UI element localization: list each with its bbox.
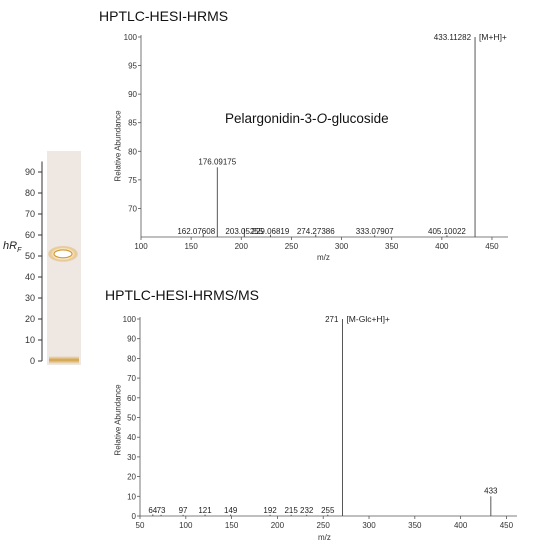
chart1-title: HPTLC-HESI-HRMS [99,8,229,24]
y-tick-label: 50 [127,414,136,423]
y-tick-label: 70 [127,374,136,383]
chart2-title: HPTLC-HESI-HRMS/MS [105,287,260,303]
y-tick-label: 85 [128,119,137,128]
x-tick-label: 400 [454,521,468,530]
peak-label: 333.07907 [356,227,394,236]
x-tick-label: 200 [271,521,285,530]
plate-tick-label: 80 [25,188,35,198]
peak-label: 405.10022 [428,227,466,236]
peak-label: 203.05255 [225,227,263,236]
compound-label: Pelargonidin-3-O-glucoside [225,111,389,126]
x-tick-label: 300 [362,521,376,530]
y-tick-label: 70 [128,204,137,213]
y-tick-label: 20 [127,473,136,482]
y-tick-label: 100 [124,33,138,42]
peak-label: 64 [148,506,157,515]
tlc-spot [53,249,73,259]
plate-tick-label: 30 [25,293,35,303]
peak-annotation: [M+H]+ [479,32,507,42]
compound-label-suffix: -glucoside [327,111,389,126]
plate-tick-label: 0 [30,356,35,366]
peak-label: 232 [300,506,314,515]
peak-label: 162.07608 [177,227,215,236]
y-tick-label: 80 [128,147,137,156]
y-tick-label: 100 [123,315,137,324]
peak-label: 192 [263,506,277,515]
x-tick-label: 50 [136,521,145,530]
peak-label: 433.11282 [434,33,472,42]
x-tick-label: 400 [435,242,449,251]
x-tick-label: 150 [184,242,198,251]
peak-label: 121 [198,506,212,515]
x-tick-label: 100 [179,521,193,530]
y-tick-label: 40 [127,433,136,442]
y-tick-label: 10 [127,492,136,501]
plate-tick-label: 70 [25,209,35,219]
compound-label-prefix: Pelargonidin-3- [225,111,317,126]
y-tick-label: 90 [128,90,137,99]
plate-axis-label-sub: F [17,247,22,255]
tlc-plate-panel: 0 10 20 30 40 50 60 70 80 90 [25,151,81,366]
plate-axis-label-main: hR [3,240,18,252]
plate-tick-label: 10 [25,335,35,345]
x-tick-label: 300 [335,242,349,251]
peak-label: 255 [321,506,335,515]
x-tick-label: 350 [408,521,422,530]
y-tick-label: 75 [128,176,137,185]
plate-tick-label: 20 [25,314,35,324]
peak-label: 229.06819 [252,227,290,236]
chart2-plot: 0 10 20 30 40 50 60 70 80 90 100 50 100 150 200 250 300 3… [123,314,517,530]
tlc-origin-band [49,356,79,364]
peak-label: 433 [484,486,498,495]
peak-label: 215 [284,506,298,515]
y-tick-label: 95 [128,62,137,71]
chart2-xlabel: m/z [318,533,331,542]
peak-label: 176.09175 [198,157,236,166]
chart1-plot: 70 75 80 85 90 95 100 100 150 200 250 300 350 400 450 1… [124,32,508,251]
compound-label-italic: O [316,111,328,126]
peak-label: 97 [179,506,188,515]
x-tick-label: 450 [500,521,514,530]
x-tick-label: 250 [285,242,299,251]
x-tick-label: 250 [317,521,331,530]
x-tick-label: 350 [385,242,399,251]
peak-label: 274.27386 [297,227,335,236]
x-tick-label: 150 [225,521,239,530]
y-tick-label: 80 [127,354,136,363]
y-tick-label: 60 [127,394,136,403]
peak-label: 149 [224,506,238,515]
x-tick-label: 200 [235,242,249,251]
plate-tick-label: 50 [25,251,35,261]
plate-tick-label: 40 [25,272,35,282]
x-tick-label: 100 [134,242,148,251]
peak-label: 271 [325,315,339,324]
chart1-xlabel: m/z [317,253,330,262]
plate-axis-label: hRF [3,240,21,254]
y-tick-label: 0 [132,512,137,521]
y-tick-label: 90 [127,335,136,344]
peak-annotation: [M-Glc+H]+ [346,314,389,324]
plate-tick-label: 60 [25,230,35,240]
peak-label: 73 [157,506,166,515]
x-tick-label: 450 [485,242,499,251]
y-tick-label: 30 [127,453,136,462]
plate-tick-label: 90 [25,167,35,177]
